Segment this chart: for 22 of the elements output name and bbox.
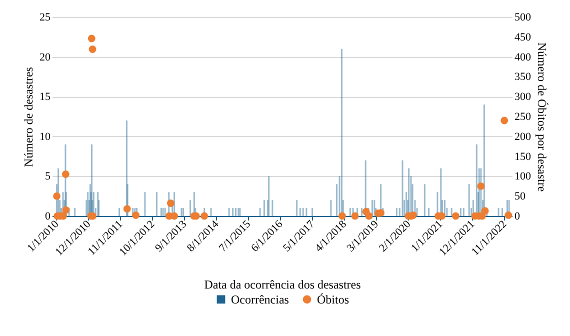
y2-axis-title: Número de Óbitos por desastre bbox=[535, 42, 549, 192]
y2-tick-label: 0 bbox=[514, 210, 520, 222]
legend-label: Ocorrências bbox=[231, 292, 290, 306]
legend-label: Óbitos bbox=[317, 292, 350, 306]
y-tick-label: 25 bbox=[40, 12, 51, 24]
y-tick-label: 15 bbox=[40, 91, 51, 104]
y-axis-title: Número de desastres bbox=[22, 66, 36, 167]
y2-tick-label: 350 bbox=[514, 71, 532, 84]
y2-tick-label: 250 bbox=[514, 111, 532, 123]
y2-tick-label: 100 bbox=[514, 170, 532, 183]
y2-tick-label: 150 bbox=[514, 150, 532, 163]
x-axis-title: Data da ocorrência dos desastres bbox=[204, 278, 362, 292]
y2-tick-label: 300 bbox=[514, 91, 532, 104]
y-tick-label: 0 bbox=[45, 210, 51, 222]
y-tick-label: 10 bbox=[40, 130, 51, 143]
y2-tick-label: 400 bbox=[514, 51, 532, 64]
y2-tick-label: 200 bbox=[514, 130, 532, 143]
y2-tick-label: 450 bbox=[514, 31, 532, 44]
y2-tick-label: 50 bbox=[514, 190, 526, 203]
y2-tick-label: 500 bbox=[514, 12, 532, 24]
y-tick-label: 20 bbox=[40, 51, 51, 64]
y-tick-label: 5 bbox=[45, 170, 51, 183]
